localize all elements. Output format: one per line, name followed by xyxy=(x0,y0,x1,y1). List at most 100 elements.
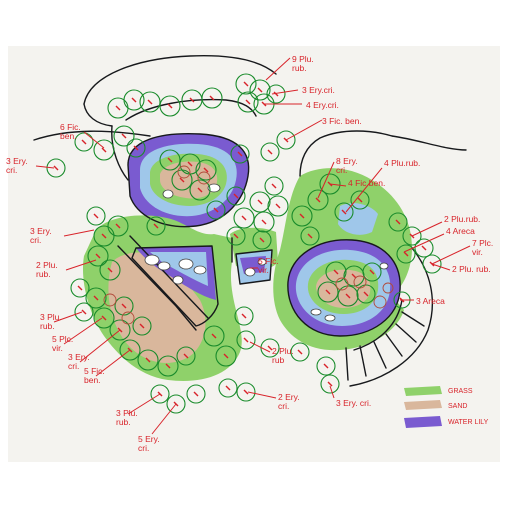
tree-symbol xyxy=(203,325,225,347)
tree-symbol xyxy=(114,296,134,316)
tree-center-mark xyxy=(325,289,331,295)
tree-symbol xyxy=(356,284,376,304)
plant-label: 3 Plu. rub. xyxy=(116,408,138,427)
plant-label: 2 Plu. rub xyxy=(272,346,294,365)
deck-rib-5 xyxy=(401,311,425,327)
top-path-edge-left xyxy=(83,103,113,127)
tree-center-mark xyxy=(323,363,329,369)
boulder xyxy=(144,254,160,266)
plant-label: 5 Ery. cri. xyxy=(138,434,160,453)
right-walk-edge-top xyxy=(299,130,393,177)
palm-symbol xyxy=(373,295,387,309)
legend: GRASS SAND WATER LILY xyxy=(404,386,489,428)
leader-line xyxy=(431,245,471,265)
tree-center-mark xyxy=(403,251,409,257)
tree-center-mark xyxy=(193,391,199,397)
tree-center-mark xyxy=(243,389,249,395)
boulder xyxy=(324,314,336,322)
tree-center-mark xyxy=(261,219,267,225)
boulder xyxy=(193,265,207,275)
tree-center-mark xyxy=(333,269,339,275)
red-plant-marks xyxy=(103,165,394,325)
leader-line xyxy=(285,119,323,141)
tree-center-mark xyxy=(189,97,195,103)
boulder xyxy=(257,258,267,266)
tree-center-mark xyxy=(101,147,107,153)
tree-center-mark xyxy=(357,197,363,203)
leader-line xyxy=(79,329,121,363)
plant-label: 7 Plc. vir. xyxy=(472,238,493,257)
tree-center-mark xyxy=(115,223,121,229)
right-upper-pond xyxy=(338,203,378,235)
tree-center-mark xyxy=(315,197,321,203)
plant-label: 3 Ery. cri. xyxy=(336,398,371,408)
palm-symbol xyxy=(197,171,211,185)
tree-center-mark xyxy=(81,139,87,145)
plant-label: 3 Ery.cri. xyxy=(68,352,90,371)
tree-symbol xyxy=(396,244,416,264)
tree-center-mark xyxy=(241,215,247,221)
tree-symbol xyxy=(206,200,226,220)
tree-symbol xyxy=(234,306,254,326)
tree-center-mark xyxy=(167,157,173,163)
plant-label: 4 Plu.rub. xyxy=(384,158,420,168)
tree-symbol xyxy=(319,173,341,195)
tree-symbol xyxy=(109,319,131,341)
tree-center-mark xyxy=(351,273,357,279)
tree-center-mark xyxy=(121,303,127,309)
tree-center-mark xyxy=(237,151,243,157)
tree-symbol xyxy=(388,212,408,232)
leader-line xyxy=(83,131,105,149)
diagonal-path-b xyxy=(129,235,209,319)
tree-symbol xyxy=(99,259,121,281)
plant-label: 6 Fic. ben. xyxy=(60,122,81,141)
tree-symbol xyxy=(233,207,255,229)
plant-label: 4 Areca xyxy=(446,226,475,236)
tree-center-mark xyxy=(145,357,151,363)
leader-line xyxy=(329,183,347,187)
tree-symbol xyxy=(215,345,237,367)
tree-center-mark xyxy=(167,103,173,109)
leader-line xyxy=(317,161,335,199)
right-island-outline xyxy=(287,239,401,337)
leader-line xyxy=(271,89,299,95)
tree-center-mark xyxy=(53,165,59,171)
plant-label: 5 Fic. vir. xyxy=(258,256,279,275)
boulders xyxy=(144,183,389,322)
plant-label: 3 Fic. ben. xyxy=(322,116,362,126)
tree-center-mark xyxy=(307,233,313,239)
tree-center-mark xyxy=(233,233,239,239)
tree-center-mark xyxy=(107,267,113,273)
tree-symbol xyxy=(236,330,256,350)
leader-line xyxy=(63,229,95,237)
tree-symbol xyxy=(46,158,66,178)
tree-symbols xyxy=(46,73,442,414)
tree-symbol xyxy=(195,159,217,181)
tree-center-mark xyxy=(93,295,99,301)
boulder xyxy=(310,308,322,316)
tree-symbol xyxy=(107,215,129,237)
tree-center-mark xyxy=(179,177,185,183)
legend-swatch-sand xyxy=(404,400,442,410)
tree-center-mark xyxy=(77,285,83,291)
tree-symbol xyxy=(260,142,280,162)
tree-center-mark xyxy=(213,207,219,213)
tree-center-mark xyxy=(267,345,273,351)
tree-center-mark xyxy=(165,363,171,369)
boulder xyxy=(207,183,221,193)
leader-line xyxy=(411,221,443,237)
tree-symbol xyxy=(267,195,289,217)
tree-symbol xyxy=(150,384,170,404)
tree-symbol xyxy=(159,95,181,117)
tree-center-mark xyxy=(363,291,369,297)
top-path-edge-inner xyxy=(125,98,257,121)
tree-center-mark xyxy=(115,105,121,111)
leader-line xyxy=(63,317,103,345)
tree-center-mark xyxy=(395,219,401,225)
deck-rib-4 xyxy=(395,323,417,343)
plant-label: 2 Ery. cri. xyxy=(278,392,300,411)
tree-center-mark xyxy=(81,309,87,315)
plant-label: 3 Ery.cri. xyxy=(6,156,28,175)
legend-label-sand: SAND xyxy=(448,403,467,410)
leader-lines xyxy=(35,57,471,435)
